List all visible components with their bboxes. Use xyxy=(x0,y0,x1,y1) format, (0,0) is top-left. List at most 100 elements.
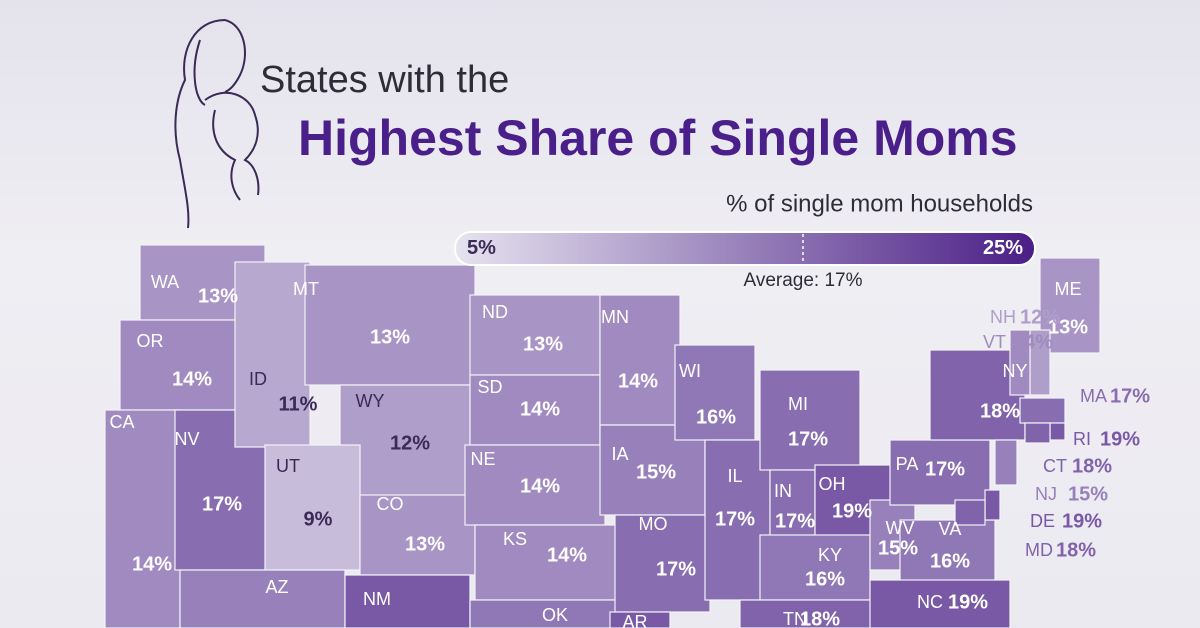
state xyxy=(609,611,671,628)
state-abbr: OR xyxy=(137,331,164,351)
state xyxy=(469,294,601,376)
state-abbr: NY xyxy=(1002,361,1027,381)
state-value: 19% xyxy=(948,591,988,613)
state xyxy=(119,319,241,411)
state-value: 13% xyxy=(405,533,445,555)
state-abbr: NM xyxy=(363,589,391,609)
state-value: 15% xyxy=(878,537,918,559)
legend-bar xyxy=(454,231,1036,266)
state-abbr: VT xyxy=(983,332,1006,352)
state-value: 14% xyxy=(618,370,658,392)
state xyxy=(339,384,471,498)
state xyxy=(359,494,476,576)
state-value: 12% xyxy=(390,432,430,454)
state-value: 13% xyxy=(198,285,238,307)
average-label: Average: 17% xyxy=(743,270,862,291)
title-line1: States with the xyxy=(260,59,509,101)
state xyxy=(304,264,476,386)
state xyxy=(464,444,606,526)
state-value: 17% xyxy=(925,458,965,480)
state-abbr: MO xyxy=(639,514,668,534)
state xyxy=(614,514,711,613)
state-abbr: ID xyxy=(249,369,267,389)
state-value: 17% xyxy=(202,493,242,515)
state-abbr: SD xyxy=(477,377,502,397)
state-value: 13% xyxy=(370,326,410,348)
state-value: 17% xyxy=(788,428,828,450)
state xyxy=(234,261,311,448)
state xyxy=(954,499,986,526)
state-value: 14% xyxy=(520,475,560,497)
state-abbr: ND xyxy=(482,302,508,322)
state-abbr: IN xyxy=(774,481,792,501)
state xyxy=(929,349,1026,441)
state xyxy=(469,374,601,446)
state-value: 18% xyxy=(1056,539,1096,561)
state xyxy=(179,569,346,628)
state-value: 17% xyxy=(775,510,815,532)
legend-max: 25% xyxy=(983,237,1023,259)
title-line2: Highest Share of Single Moms xyxy=(298,110,1018,166)
state-abbr: KY xyxy=(818,545,842,565)
state-abbr: IL xyxy=(727,466,742,486)
state xyxy=(1019,397,1066,424)
state-value: 14% xyxy=(132,553,172,575)
state xyxy=(899,519,996,591)
state-abbr: NC xyxy=(917,592,943,612)
state-abbr: OH xyxy=(819,474,846,494)
state-value: 14% xyxy=(520,398,560,420)
legend: 5% 25% Average: 17% xyxy=(454,231,1036,291)
state-abbr: MI xyxy=(788,394,808,414)
state-abbr: TN xyxy=(783,609,807,628)
state-abbr: AR xyxy=(622,612,647,628)
state-abbr: WA xyxy=(151,272,179,292)
state-abbr: DE xyxy=(1030,511,1055,531)
state-abbr: ME xyxy=(1055,279,1082,299)
state-value: 18% xyxy=(980,400,1020,422)
state-labels: WA 13% OR 14% CA 14% NV 17% ID 11% MT 13% WY 12% UT 9% A… xyxy=(109,272,1150,628)
state-value: 19% xyxy=(1062,510,1102,532)
state xyxy=(344,574,471,628)
state-abbr: IA xyxy=(611,444,628,464)
state-value: 13% xyxy=(1048,316,1088,338)
state xyxy=(474,524,641,601)
state xyxy=(704,439,771,601)
state-abbr: NV xyxy=(174,429,199,449)
state-abbr: VA xyxy=(939,519,962,539)
state-abbr: PA xyxy=(896,454,919,474)
state-value: 13% xyxy=(523,333,563,355)
state xyxy=(994,439,1018,486)
state-abbr: OK xyxy=(542,605,568,625)
state-abbr: NE xyxy=(470,449,495,469)
state-value: 19% xyxy=(1100,428,1140,450)
state-abbr: WI xyxy=(679,361,701,381)
state-value: 18% xyxy=(800,608,840,628)
state xyxy=(1024,422,1051,444)
state-value: 9% xyxy=(304,508,333,530)
state-abbr: UT xyxy=(276,456,300,476)
state-value: 14% xyxy=(172,368,212,390)
state xyxy=(984,489,1001,521)
state-abbr: MT xyxy=(293,279,319,299)
state xyxy=(1009,329,1031,396)
state-abbr: MA xyxy=(1080,386,1107,406)
state-value: 16% xyxy=(930,550,970,572)
state-value: 14% xyxy=(547,544,587,566)
state-abbr: WY xyxy=(356,391,385,411)
state-value: 17% xyxy=(1110,385,1150,407)
state xyxy=(1049,422,1066,441)
state-value: 17% xyxy=(715,508,755,530)
state-abbr: RI xyxy=(1073,429,1091,449)
state-value: 11% xyxy=(279,393,318,415)
state-value: 14% xyxy=(1013,331,1053,353)
state-value: 16% xyxy=(696,406,736,428)
state xyxy=(599,294,681,426)
state-value: 15% xyxy=(636,461,676,483)
state-abbr: CO xyxy=(377,494,404,514)
state-abbr: AZ xyxy=(265,577,288,597)
legend-min: 5% xyxy=(467,237,496,259)
state-value: 18% xyxy=(1072,455,1112,477)
state-value: 19% xyxy=(832,500,872,522)
states xyxy=(104,244,1101,628)
